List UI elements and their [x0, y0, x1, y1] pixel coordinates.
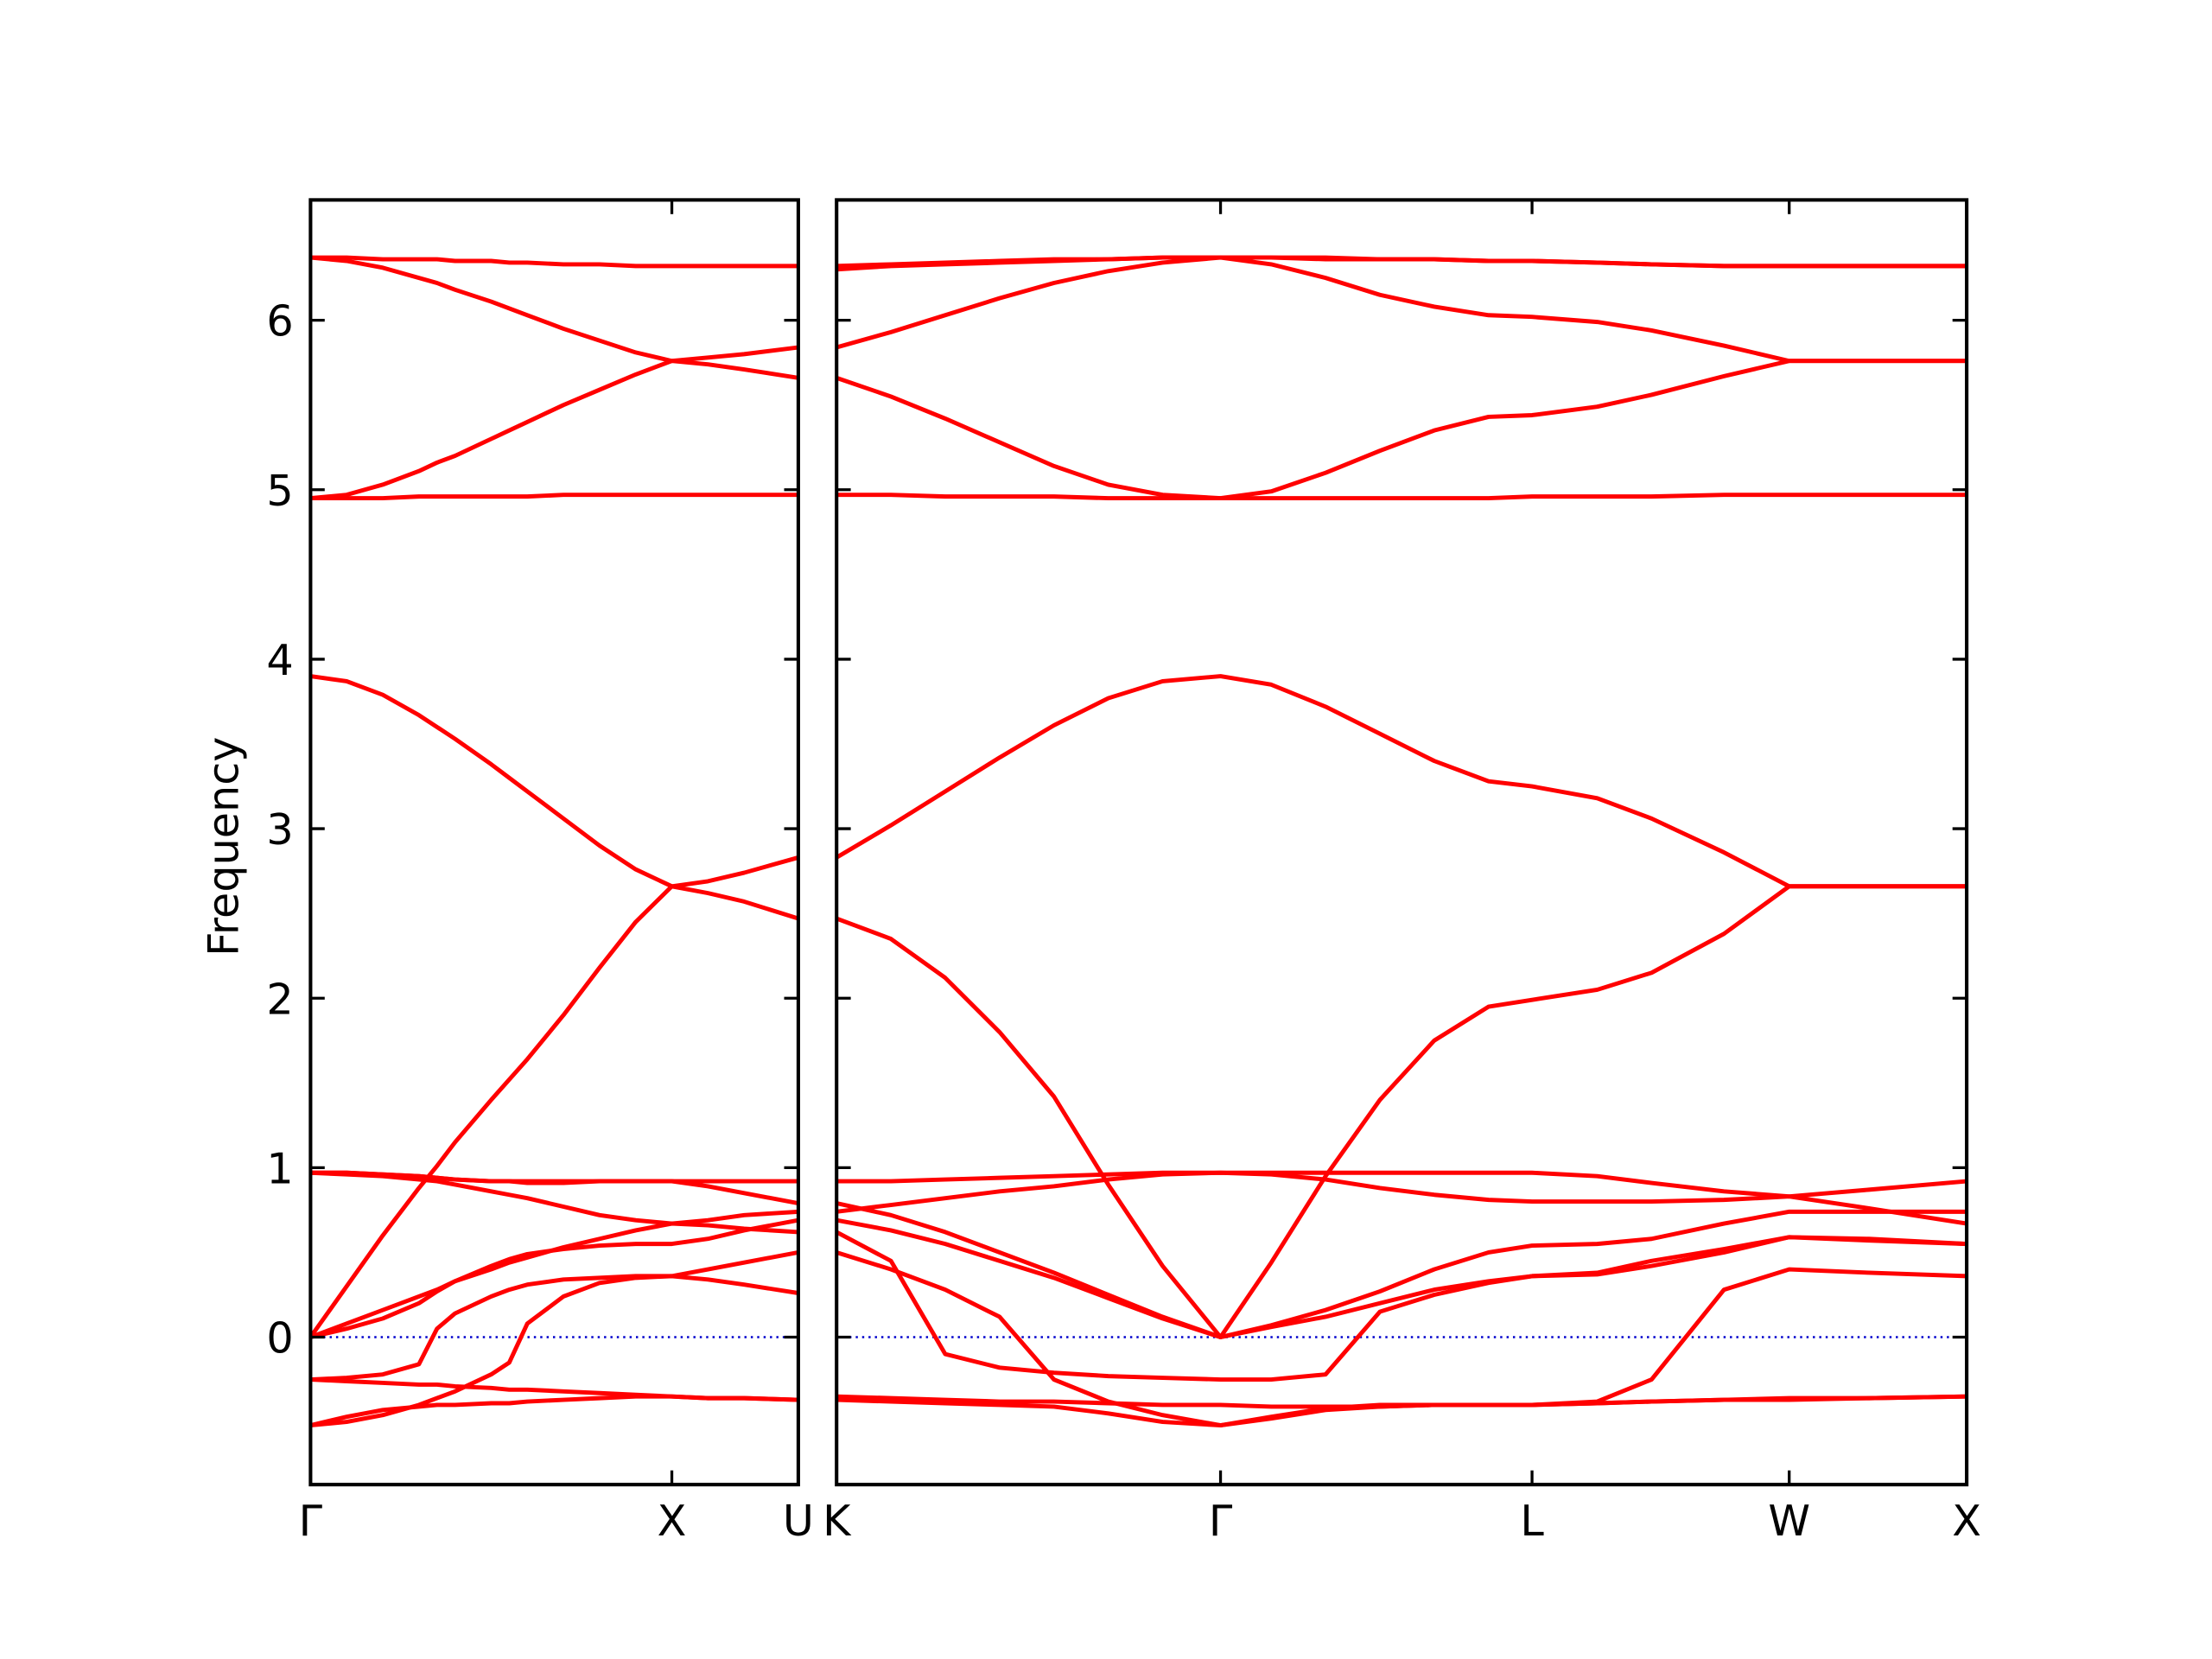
band-line — [836, 1217, 1967, 1339]
band-line — [836, 884, 1967, 1339]
band-line — [836, 1170, 1967, 1226]
plot-frame — [308, 198, 800, 1487]
y-tick-label: 2 — [266, 974, 293, 1024]
band-line — [310, 255, 798, 269]
x-tick-label: K — [823, 1496, 852, 1546]
band-line — [310, 1377, 798, 1402]
band-line — [310, 1170, 798, 1226]
x-tick-label: Γ — [1209, 1496, 1233, 1546]
bands — [310, 255, 798, 1427]
band-line — [310, 1170, 798, 1206]
y-tick-label: 6 — [266, 296, 293, 346]
band-line — [836, 674, 1967, 889]
plot-frame — [835, 198, 1969, 1487]
band-line — [310, 674, 798, 889]
band-line — [310, 1221, 798, 1339]
band-line — [310, 359, 798, 501]
x-tick-label: X — [1952, 1496, 1981, 1546]
band-line — [310, 493, 798, 501]
x-tick-label: Γ — [299, 1496, 323, 1546]
band-line — [836, 1170, 1967, 1199]
y-tick-label: 3 — [266, 804, 293, 855]
band-line — [310, 255, 798, 364]
x-tick-label: U — [783, 1496, 814, 1546]
x-tick-label: X — [658, 1496, 687, 1546]
band-line — [310, 884, 798, 1339]
y-tick-label: 1 — [266, 1143, 293, 1193]
band-line — [836, 255, 1967, 364]
x-tick-label: W — [1768, 1496, 1810, 1546]
band-line — [310, 1217, 798, 1339]
band-line — [310, 1249, 798, 1382]
band-line — [836, 1394, 1967, 1409]
x-tick-label: L — [1520, 1496, 1544, 1546]
bands — [836, 255, 1967, 1427]
y-axis-label: Frequency — [199, 737, 249, 957]
band-line — [836, 493, 1967, 501]
band-line — [836, 359, 1967, 501]
y-tick-label: 5 — [266, 466, 293, 516]
band-line — [836, 1201, 1967, 1339]
y-tick-label: 4 — [266, 635, 293, 685]
band-line — [836, 1230, 1967, 1382]
y-tick-label: 0 — [266, 1313, 293, 1363]
band-line — [836, 255, 1967, 272]
